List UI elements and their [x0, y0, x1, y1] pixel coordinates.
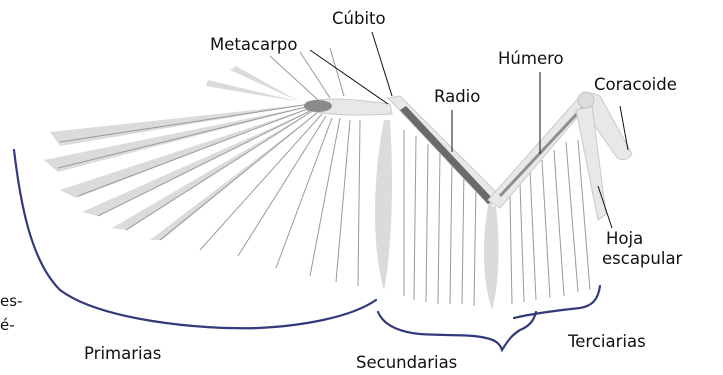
label-humero: Húmero	[498, 49, 564, 68]
humerus-shaft	[498, 102, 588, 198]
label-terciarias: Terciarias	[567, 332, 646, 351]
metacarpo-leader	[309, 49, 389, 105]
label-metacarpo: Metacarpo	[210, 35, 298, 54]
coracoide-leader	[619, 105, 629, 151]
secondary-feathers	[375, 120, 499, 310]
label-hoja-line1: Hoja	[606, 229, 643, 248]
label-hoja-line2: escapular	[602, 249, 683, 268]
label-secundarias: Secundarias	[356, 353, 457, 372]
cubito-leader	[371, 31, 393, 97]
tertiary-feathers	[509, 139, 591, 305]
primary-feathers	[44, 47, 361, 287]
radius-bone	[400, 106, 494, 204]
cut-text-line1: es-	[0, 292, 22, 310]
label-primarias: Primarias	[84, 344, 161, 363]
label-radio: Radio	[434, 87, 480, 106]
tertiaries-brace	[512, 284, 602, 320]
wrist-joint	[304, 100, 332, 112]
hoja-leader	[597, 185, 613, 229]
primaries-brace	[12, 148, 378, 330]
label-coracoide: Coracoide	[594, 75, 677, 94]
label-cubito: Cúbito	[332, 9, 386, 28]
cut-text-line2: é-	[0, 316, 15, 334]
secondaries-brace	[376, 310, 538, 353]
shoulder-joint	[577, 91, 595, 109]
